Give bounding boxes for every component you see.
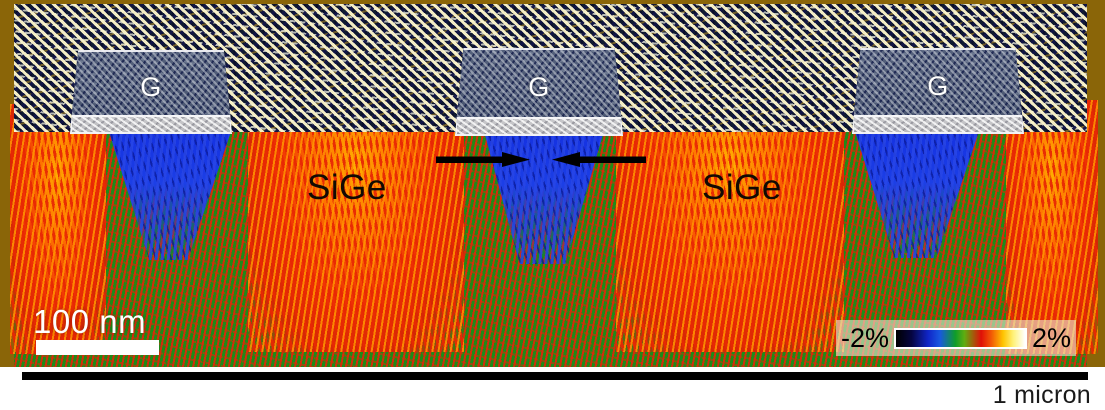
micron-scale-rule — [22, 372, 1088, 380]
scale-bar-rule — [36, 340, 159, 355]
frame-edge-top — [0, 0, 1105, 6]
gate-electrode-left[interactable]: G — [70, 50, 232, 134]
colorbar-min-label: -2% — [841, 322, 890, 353]
sige-pocket-edge-right — [1006, 100, 1098, 354]
sige-pocket-edge-left — [10, 104, 106, 354]
gate-oxide-layer-center — [455, 117, 623, 136]
arrow-pointing-right — [436, 152, 530, 167]
sige-pocket-right — [616, 90, 844, 352]
gate-label-center: G — [528, 71, 550, 102]
gate-label-left: G — [140, 71, 162, 102]
arrow-pointing-left — [552, 152, 646, 167]
gate-oxide-layer-right — [852, 115, 1024, 134]
colorbar-max-label: 2% — [1031, 322, 1071, 353]
micrograph-canvas: G G G SiGe SiGe — [0, 0, 1105, 367]
sige-label-right: SiGe — [702, 168, 782, 207]
colorbar-gradient — [894, 327, 1027, 349]
micron-scale-label: 1 micron — [992, 381, 1091, 409]
strain-colorbar-legend: -2% 2% — [836, 320, 1076, 356]
sige-label-left: SiGe — [307, 168, 387, 207]
gate-electrode-right[interactable]: G — [852, 48, 1024, 134]
gate-label-right: G — [927, 70, 949, 101]
scale-bar-label: 100 nm — [33, 303, 147, 340]
sige-pocket-left — [248, 90, 464, 352]
gate-oxide-layer-left — [70, 115, 232, 134]
gate-electrode-center[interactable]: G — [455, 48, 623, 136]
